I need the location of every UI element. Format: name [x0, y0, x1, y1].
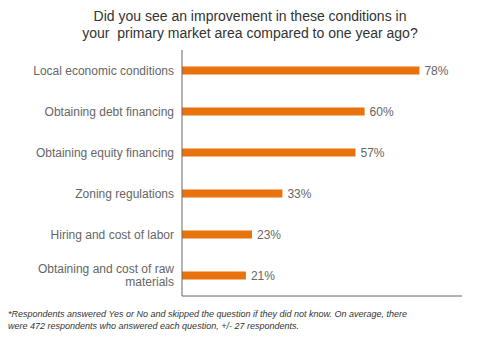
svg-text:Local economic conditions: Local economic conditions — [33, 64, 174, 78]
svg-text:21%: 21% — [251, 269, 275, 283]
svg-text:Obtaining debt financing: Obtaining debt financing — [45, 105, 174, 119]
html-text:*Respondents answered Yes or N: *Respondents answered Yes or No and skip… — [8, 309, 408, 319]
svg-text:23%: 23% — [257, 228, 281, 242]
html-text:Did you see an improvement in: Did you see an improvement in these cond… — [82, 8, 418, 41]
svg-text:Obtaining equity financing: Obtaining equity financing — [36, 146, 174, 160]
svg-text:Zoning regulations: Zoning regulations — [75, 187, 174, 201]
svg-text:33%: 33% — [287, 187, 311, 201]
html-text:were 472 respondents who answe: were 472 respondents who answered each q… — [8, 321, 299, 331]
svg-text:Hiring and cost of labor: Hiring and cost of labor — [51, 228, 174, 242]
svg-text:60%: 60% — [370, 105, 394, 119]
svg-text:Obtaining and cost of rawmater: Obtaining and cost of rawmaterials — [38, 262, 174, 289]
svg-text:78%: 78% — [424, 64, 448, 78]
svg-text:57%: 57% — [360, 146, 384, 160]
